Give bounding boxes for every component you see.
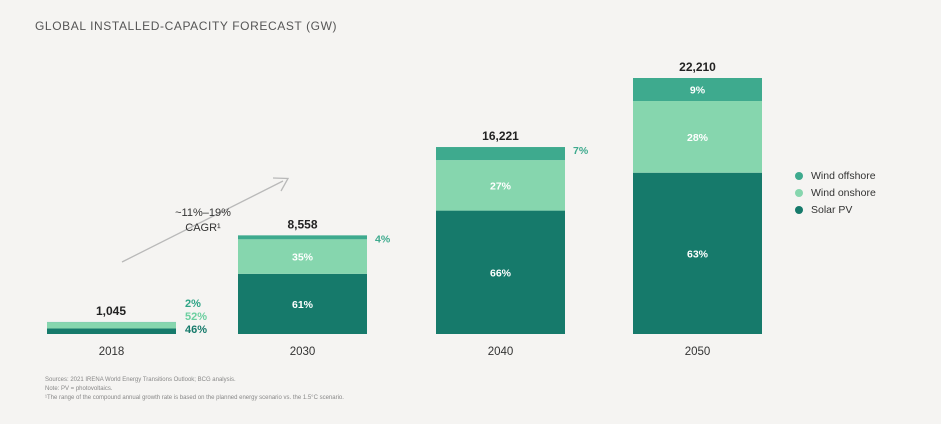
bar-segment-solar-pv-2030 bbox=[238, 273, 367, 334]
legend-label-solar-pv: Solar PV bbox=[811, 203, 853, 216]
legend-swatch-wind-offshore bbox=[795, 171, 803, 180]
sources-note: Sources: 2021 IRENA World Energy Transit… bbox=[45, 377, 236, 383]
cagr-arrow-head bbox=[272, 177, 290, 192]
x-tick-label-2018: 2018 bbox=[99, 346, 125, 358]
share-label-wind-onshore-2030: 35% bbox=[292, 252, 314, 264]
bar-segment-wind-offshore-2040 bbox=[436, 147, 565, 161]
total-label-2018: 1,045 bbox=[96, 304, 126, 318]
share-label-wind-offshore-2030: 4% bbox=[375, 233, 391, 245]
cagr-label: CAGR¹ bbox=[185, 222, 221, 234]
share-label-wind-offshore-2050: 9% bbox=[690, 85, 706, 97]
total-label-2030: 8,558 bbox=[287, 217, 317, 231]
share-label-wind-onshore-2040: 27% bbox=[490, 180, 512, 192]
bar-segment-solar-pv-2018 bbox=[47, 328, 176, 334]
total-label-2040: 16,221 bbox=[482, 129, 519, 143]
x-tick-label-2040: 2040 bbox=[488, 346, 514, 358]
share-label-solar-pv-2030: 61% bbox=[292, 299, 314, 311]
bar-segment-wind-onshore-2050 bbox=[633, 101, 762, 173]
bar-segment-wind-onshore-2018 bbox=[47, 322, 176, 329]
cagr-range: ~11%–19% bbox=[175, 207, 231, 219]
pv-note: Note: PV = photovoltaics. bbox=[45, 386, 113, 392]
cagr-footnote: ¹The range of the compound annual growth… bbox=[45, 395, 344, 401]
share-label-solar-pv-2018: 46% bbox=[185, 324, 207, 336]
legend-label-wind-onshore: Wind onshore bbox=[811, 186, 876, 199]
bar-segment-wind-onshore-2030 bbox=[238, 239, 367, 274]
x-tick-label-2030: 2030 bbox=[290, 346, 316, 358]
bar-segment-solar-pv-2040 bbox=[436, 210, 565, 334]
bar-segment-wind-onshore-2040 bbox=[436, 160, 565, 211]
cagr-arrow-line bbox=[121, 180, 284, 263]
bar-segment-wind-offshore-2050 bbox=[633, 78, 762, 102]
share-label-wind-offshore-2040: 7% bbox=[573, 145, 589, 157]
chart-title: GLOBAL INSTALLED-CAPACITY FORECAST (GW) bbox=[35, 19, 338, 33]
total-label-2050: 22,210 bbox=[679, 60, 716, 74]
legend-item-wind-onshore: Wind onshore bbox=[795, 184, 876, 201]
legend-swatch-solar-pv bbox=[795, 205, 803, 214]
share-label-wind-offshore-2018: 2% bbox=[185, 298, 201, 310]
share-label-solar-pv-2040: 66% bbox=[490, 267, 512, 279]
share-label-wind-onshore-2050: 28% bbox=[687, 132, 709, 144]
legend-swatch-wind-onshore bbox=[795, 188, 803, 197]
x-tick-label-2050: 2050 bbox=[685, 346, 711, 358]
legend-item-solar-pv: Solar PV bbox=[795, 201, 876, 218]
footnotes: Sources: 2021 IRENA World Energy Transit… bbox=[45, 376, 344, 403]
cagr-annotation: ~11%–19% CAGR¹ bbox=[160, 206, 246, 236]
share-label-solar-pv-2050: 63% bbox=[687, 248, 709, 260]
share-label-wind-onshore-2018: 52% bbox=[185, 311, 207, 323]
bar-segment-wind-offshore-2030 bbox=[238, 235, 367, 240]
legend-item-wind-offshore: Wind offshore bbox=[795, 167, 876, 184]
legend: Wind offshore Wind onshore Solar PV bbox=[795, 167, 876, 218]
bar-segment-solar-pv-2050 bbox=[633, 172, 762, 334]
legend-label-wind-offshore: Wind offshore bbox=[811, 169, 876, 182]
